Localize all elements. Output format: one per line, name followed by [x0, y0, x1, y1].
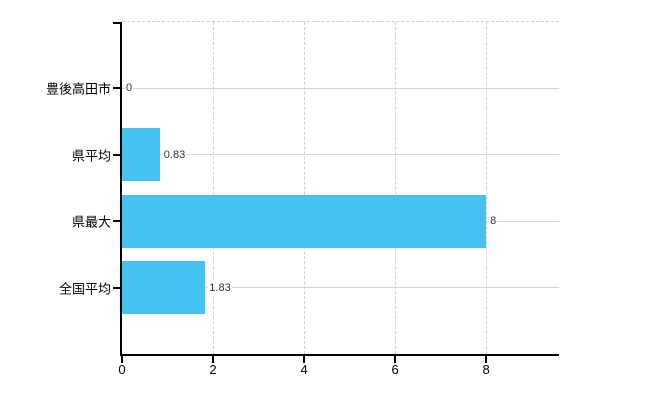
y-axis-tick	[113, 153, 120, 156]
y-axis-category-label: 全国平均	[58, 281, 111, 297]
y-axis-tick	[113, 220, 120, 223]
bar	[122, 261, 206, 315]
gridline-vertical	[304, 22, 306, 354]
bar	[122, 128, 160, 182]
gridline-horizontal	[122, 154, 559, 156]
y-axis-top-tick	[113, 22, 120, 24]
bar	[122, 194, 487, 248]
x-axis-tick	[485, 356, 488, 363]
y-axis-category-label: 県最大	[71, 214, 111, 230]
x-axis-tick-label: 6	[391, 362, 399, 377]
y-axis-tick	[113, 87, 120, 90]
x-axis-tick	[394, 356, 397, 363]
y-axis-category-label: 豊後高田市	[45, 81, 111, 97]
plot-top-border	[122, 21, 559, 22]
bar-value-label: 0	[125, 82, 134, 95]
x-axis-line	[120, 354, 559, 356]
y-axis-tick	[113, 286, 120, 289]
y-axis-category-label: 県平均	[71, 148, 111, 164]
bar-value-label: 0.83	[162, 148, 187, 161]
x-axis-tick-label: 4	[300, 362, 308, 377]
gridline-vertical	[395, 22, 397, 354]
bar-value-label: 8	[489, 215, 498, 228]
x-axis-tick-label: 8	[482, 362, 490, 377]
x-axis-tick	[212, 356, 215, 363]
x-axis-tick-label: 0	[118, 362, 126, 377]
x-axis-tick	[303, 356, 306, 363]
gridline-horizontal	[122, 87, 559, 89]
bar-value-label: 1.83	[208, 281, 232, 294]
gridline-vertical	[486, 22, 488, 354]
gridline-vertical	[213, 22, 215, 354]
y-axis-line	[120, 22, 122, 356]
x-axis-tick-label: 2	[209, 362, 217, 377]
x-axis-tick	[121, 356, 123, 363]
gridline-horizontal	[122, 287, 559, 289]
